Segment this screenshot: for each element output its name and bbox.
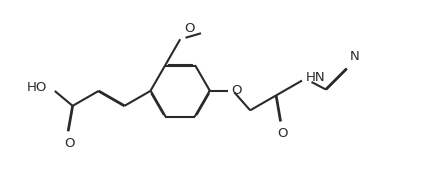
Text: O: O [277,127,287,140]
Text: O: O [65,137,75,150]
Text: HO: HO [27,82,47,94]
Text: N: N [350,50,360,63]
Text: O: O [232,84,242,98]
Text: HN: HN [306,71,325,84]
Text: O: O [184,22,194,35]
